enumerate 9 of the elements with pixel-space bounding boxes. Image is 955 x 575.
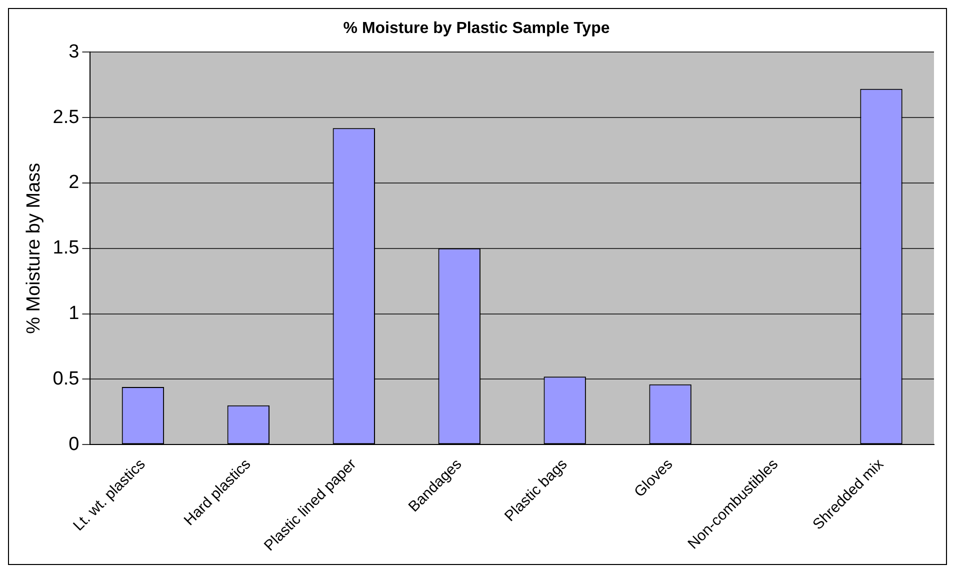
y-tick-label: 0.5 [52, 368, 80, 390]
y-tick-label: 2.5 [52, 106, 80, 128]
y-tick-label: 3 [68, 41, 80, 62]
y-tick-label: 1.5 [52, 238, 80, 259]
y-axis-title: % Moisture by Mass [24, 162, 45, 334]
y-tick-label: 0 [68, 434, 80, 455]
y-tick-label: 1 [68, 303, 80, 324]
chart-title: % Moisture by Plastic Sample Type [343, 20, 610, 38]
y-tick-label: 2 [68, 172, 80, 194]
